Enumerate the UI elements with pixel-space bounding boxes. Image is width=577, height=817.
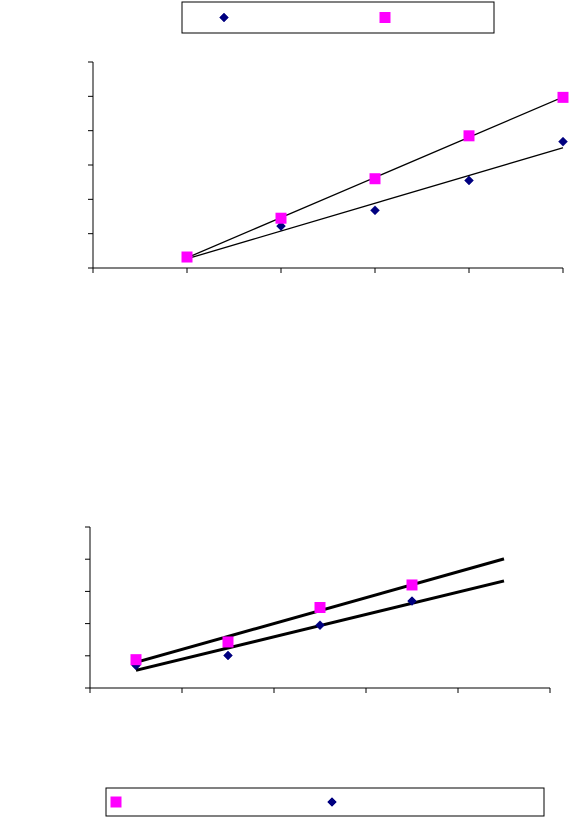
diamond-point: [223, 650, 233, 661]
square-point: [181, 251, 193, 263]
square-point: [314, 602, 326, 613]
chart-2: [85, 526, 551, 817]
legend-square-marker: [110, 796, 122, 808]
square-point: [463, 130, 475, 142]
chart-1: [88, 1, 569, 273]
diamond-point: [407, 596, 417, 606]
legend-diamond-marker: [219, 12, 229, 23]
legend-box: [105, 787, 545, 817]
square-point: [557, 91, 569, 103]
trendline-diamond: [186, 147, 564, 260]
legend-box: [181, 1, 495, 34]
diamond-point: [276, 221, 286, 231]
square-point: [222, 636, 234, 648]
diamond-point: [370, 205, 380, 216]
square-point: [369, 173, 381, 185]
square-point: [406, 579, 418, 591]
diamond-point: [315, 620, 325, 631]
square-point: [275, 212, 287, 224]
square-point: [130, 654, 142, 666]
diamond-point: [464, 175, 474, 186]
legend-square-marker: [379, 12, 391, 23]
diamond-point: [558, 136, 568, 147]
legend-diamond-marker: [327, 797, 337, 807]
